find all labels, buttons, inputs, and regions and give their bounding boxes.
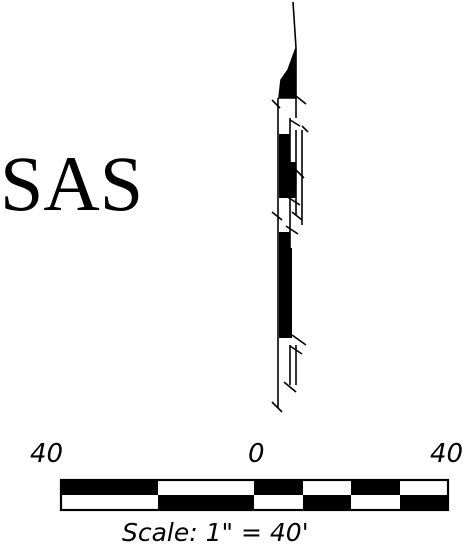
diag-tick-7: [271, 211, 283, 221]
scale-cell: [61, 480, 158, 495]
scale-cell: [303, 495, 351, 510]
scale-cell: [351, 480, 400, 495]
diag-tick-9: [285, 225, 299, 235]
black-segment-1: [279, 134, 290, 162]
diag-tick-5: [295, 169, 305, 179]
diag-tick-3: [289, 119, 301, 127]
diag-tick-2: [295, 95, 307, 105]
diag-tick-13: [271, 401, 283, 413]
scale-caption: Scale: 1" = 40': [122, 518, 309, 547]
black-segment-2: [279, 162, 296, 198]
diag-tick-4: [301, 125, 309, 133]
scale-cell: [158, 495, 254, 510]
scale-cell: [254, 480, 303, 495]
segmented-vertical-structure: [271, 1, 309, 413]
scale-tick-center: 0: [248, 439, 265, 469]
diag-tick-11: [289, 345, 303, 355]
scale-cell: [400, 495, 448, 510]
black-segment-4: [279, 248, 292, 338]
diag-tick-8: [291, 211, 303, 221]
sas-label: SAS: [0, 140, 143, 227]
black-segment-3: [279, 232, 290, 248]
diag-tick-1: [271, 99, 281, 109]
scale-tick-left: 40: [30, 439, 63, 469]
scale-bar: 40 0 40 Scale: 1" = 40': [30, 439, 463, 547]
diag-tick-12: [283, 381, 297, 393]
scale-tick-right: 40: [430, 439, 463, 469]
top-spike: [278, 1, 297, 99]
diag-tick-10: [291, 334, 307, 346]
